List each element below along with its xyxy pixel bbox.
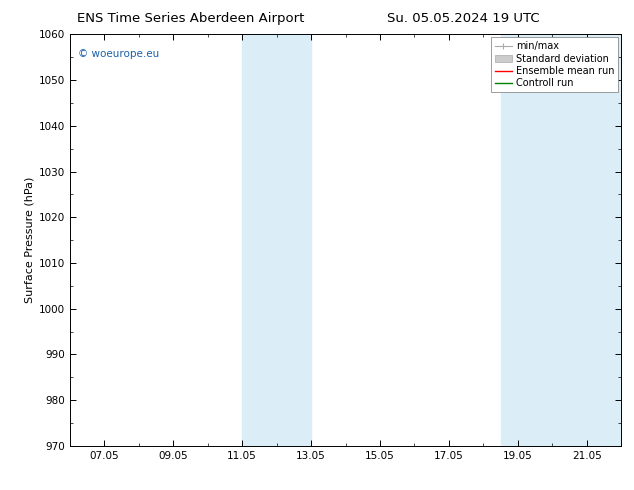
Bar (501, 34, 621, 446)
Text: © woeurope.eu: © woeurope.eu (78, 49, 159, 59)
Text: ENS Time Series Aberdeen Airport: ENS Time Series Aberdeen Airport (77, 12, 304, 25)
Legend: min/max, Standard deviation, Ensemble mean run, Controll run: min/max, Standard deviation, Ensemble me… (491, 37, 618, 92)
Bar (242, 34, 311, 446)
Text: Su. 05.05.2024 19 UTC: Su. 05.05.2024 19 UTC (387, 12, 539, 25)
Y-axis label: Surface Pressure (hPa): Surface Pressure (hPa) (25, 177, 34, 303)
